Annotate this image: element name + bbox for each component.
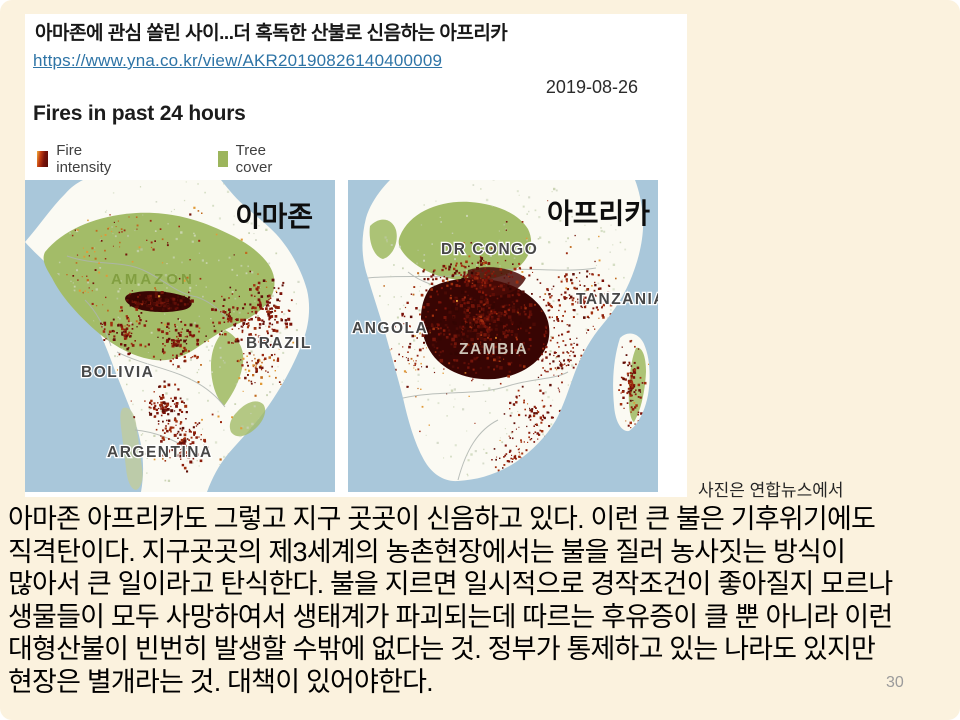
south-america-fire-map: AMAZON BOLIVIA BRAZIL ARGENTINA 아마존 xyxy=(25,180,335,492)
africa-fire-map: DR CONGO ANGOLA TANZANIA ZAMBIA 아프리카 xyxy=(348,180,658,492)
map-labels: DR CONGO ANGOLA TANZANIA ZAMBIA 아프리카 xyxy=(351,198,658,358)
article-title: 아마존에 관심 쏠린 사이...더 혹독한 산불로 신음하는 아프리카 xyxy=(35,23,508,44)
article-url-link[interactable]: https://www.yna.co.kr/view/AKR2019082614… xyxy=(33,51,443,70)
tree-cover-label: Tree cover xyxy=(235,142,273,176)
figure-heading: Fires in past 24 hours xyxy=(33,102,246,125)
amazon-korean-title: 아마존 xyxy=(236,201,313,232)
article-date: 2019-08-26 xyxy=(545,77,638,97)
fire-intensity-label: Fire intensity xyxy=(56,142,112,176)
commentary-line: 아마존 아프리카도 그렇고 지구 곳곳이 신음하고 있다. 이런 큰 불은 기후… xyxy=(8,504,876,534)
bolivia-label: BOLIVIA xyxy=(81,364,154,381)
zambia-label: ZAMBIA xyxy=(459,341,528,358)
tanzania-label: TANZANIA xyxy=(576,291,658,308)
dr-congo-label: DR CONGO xyxy=(441,241,538,258)
news-article-screenshot: 아마존에 관심 쏠린 사이...더 혹독한 산불로 신음하는 아프리카 http… xyxy=(25,14,687,497)
fire-intensity-swatch xyxy=(37,151,49,167)
brazil-label: BRAZIL xyxy=(246,335,312,352)
fire-intensity-legend-item: Fire intensity xyxy=(37,142,116,176)
commentary-line: 직격탄이다. 지구곳곳의 제3세계의 농촌현장에서는 불을 질러 농사짓는 방식… xyxy=(8,536,846,567)
congo-forest-cover xyxy=(369,201,646,422)
fire-maps-row: AMAZON BOLIVIA BRAZIL ARGENTINA 아마존 xyxy=(25,180,658,492)
africa-korean-title: 아프리카 xyxy=(547,198,650,229)
argentina-label: ARGENTINA xyxy=(107,444,213,461)
tree-cover-swatch xyxy=(218,151,228,167)
amazon-region-label: AMAZON xyxy=(111,271,195,288)
commentary-line: 생물들이 모두 사망하여서 생태계가 파괴되는데 따르는 후유증이 클 뿐 아니… xyxy=(8,601,893,632)
angola-label: ANGOLA xyxy=(352,320,428,337)
commentary-paragraph: 아마존 아프리카도 그렇고 지구 곳곳이 신음하고 있다. 이런 큰 불은 기후… xyxy=(8,503,956,699)
commentary-line: 현장은 별개라는 것. 대책이 있어야한다. xyxy=(8,666,434,697)
commentary-line: 대형산불이 빈번히 발생할 수밖에 없다는 것. 정부가 통제하고 있는 나라도… xyxy=(8,634,876,665)
fire-dots xyxy=(373,200,650,482)
commentary-line: 많아서 큰 일이라고 탄식한다. 불을 지르면 일시적으로 경작조건이 좋아질지… xyxy=(8,569,893,600)
map-labels: AMAZON BOLIVIA BRAZIL ARGENTINA 아마존 xyxy=(80,201,313,462)
photo-credit-caption: 사진은 연합뉴스에서 xyxy=(698,481,844,500)
fire-dots xyxy=(59,206,305,473)
page-number: 30 xyxy=(886,674,904,691)
tree-cover-legend-item: Tree cover xyxy=(218,142,279,176)
